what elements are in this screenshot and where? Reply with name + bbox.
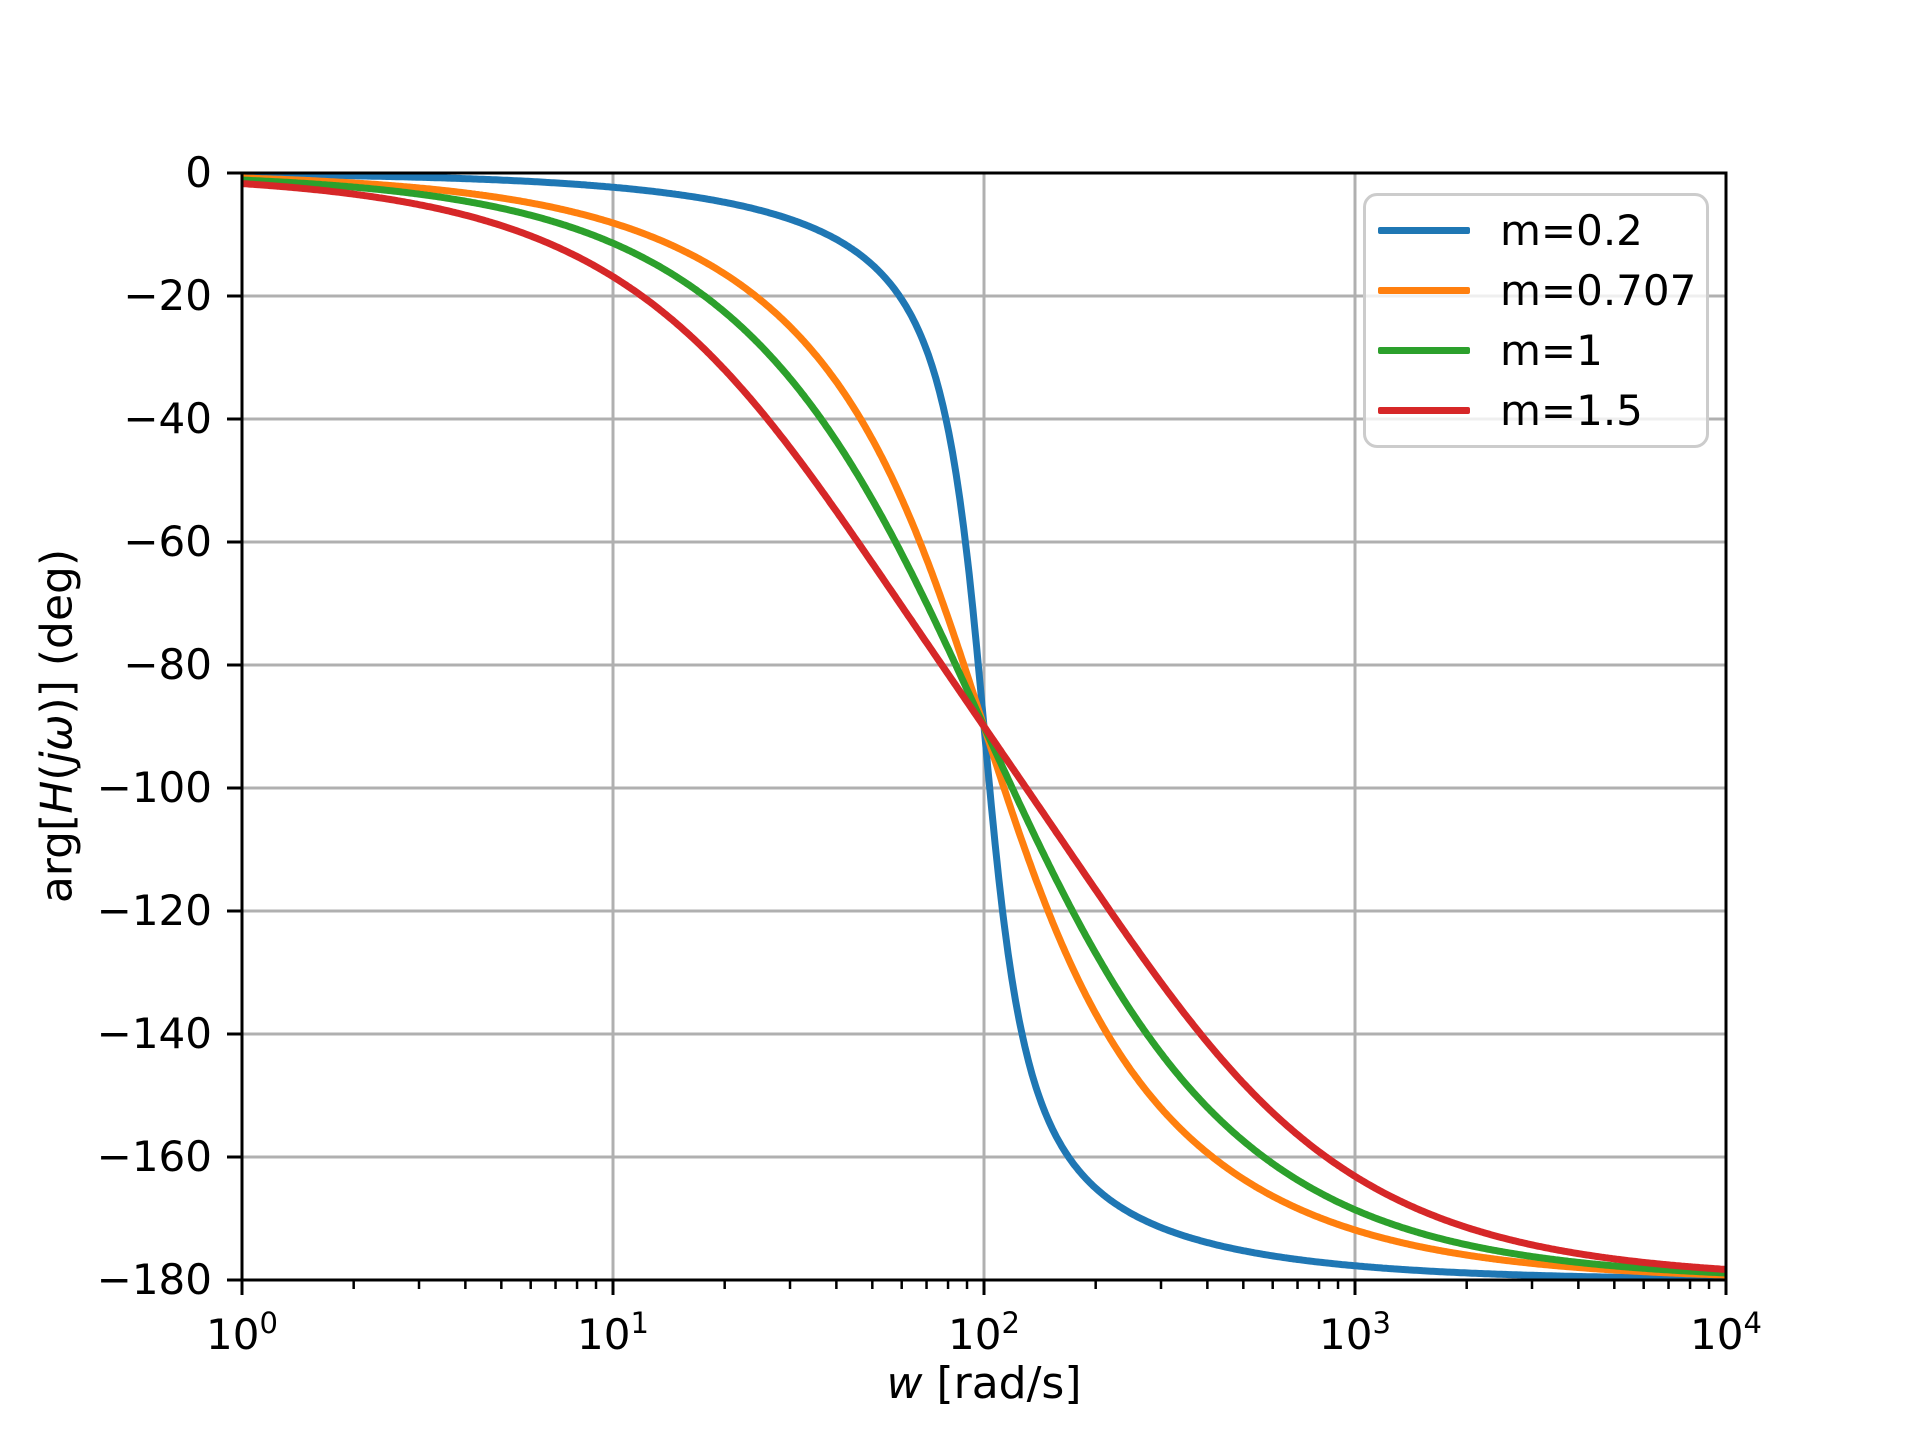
- y-tick-label--100: −100: [96, 763, 212, 812]
- x-axis-label: w [rad/s]: [886, 1358, 1081, 1409]
- legend-line-sample: [1378, 226, 1470, 234]
- x-tick-label-10e3: 103: [1319, 1306, 1391, 1360]
- x-tick-label-10e4: 104: [1690, 1306, 1762, 1360]
- y-axis-label-part: (: [31, 763, 83, 781]
- x-tick-label-10e2: 102: [948, 1306, 1020, 1360]
- legend-entry: m=1.5: [1378, 384, 1643, 436]
- x-axis-label-units: [rad/s]: [922, 1358, 1082, 1409]
- y-tick-label-0: 0: [185, 148, 212, 197]
- legend-label: m=0.707: [1500, 265, 1697, 315]
- y-tick-label--160: −160: [96, 1132, 212, 1181]
- legend-line-sample: [1378, 406, 1470, 414]
- x-tick-label-10e0: 100: [206, 1306, 278, 1360]
- x-tick-label-10e1: 101: [577, 1306, 649, 1360]
- legend-line-sample: [1378, 346, 1470, 354]
- legend-line-sample: [1378, 286, 1470, 294]
- y-axis-label: arg[H(jω)] (deg): [32, 549, 83, 903]
- curve-m-1.5: [242, 180, 1726, 1273]
- y-tick-label--60: −60: [123, 517, 212, 566]
- y-tick-label--180: −180: [96, 1255, 212, 1304]
- y-axis-label-part: H: [31, 780, 83, 814]
- y-tick-label--20: −20: [123, 271, 212, 320]
- y-tick-label--120: −120: [96, 886, 212, 935]
- legend-entry: m=0.2: [1378, 204, 1643, 256]
- y-axis-label-part: (deg): [31, 548, 83, 681]
- y-axis-label-part: jω: [31, 714, 83, 764]
- legend-label: m=1.5: [1500, 385, 1643, 435]
- y-tick-label--140: −140: [96, 1009, 212, 1058]
- y-tick-label--80: −80: [123, 640, 212, 689]
- legend: m=0.2 m=0.707 m=1 m=1.5: [1363, 193, 1709, 448]
- legend-label: m=1: [1500, 325, 1603, 375]
- y-tick-label--40: −40: [123, 394, 212, 443]
- legend-entry: m=0.707: [1378, 264, 1696, 316]
- legend-label: m=0.2: [1500, 205, 1643, 255]
- legend-entry: m=1: [1378, 324, 1603, 376]
- x-axis-label-symbol: w: [886, 1358, 923, 1409]
- y-axis-label-part: )]: [31, 680, 83, 715]
- y-axis-label-part: arg[: [31, 813, 83, 904]
